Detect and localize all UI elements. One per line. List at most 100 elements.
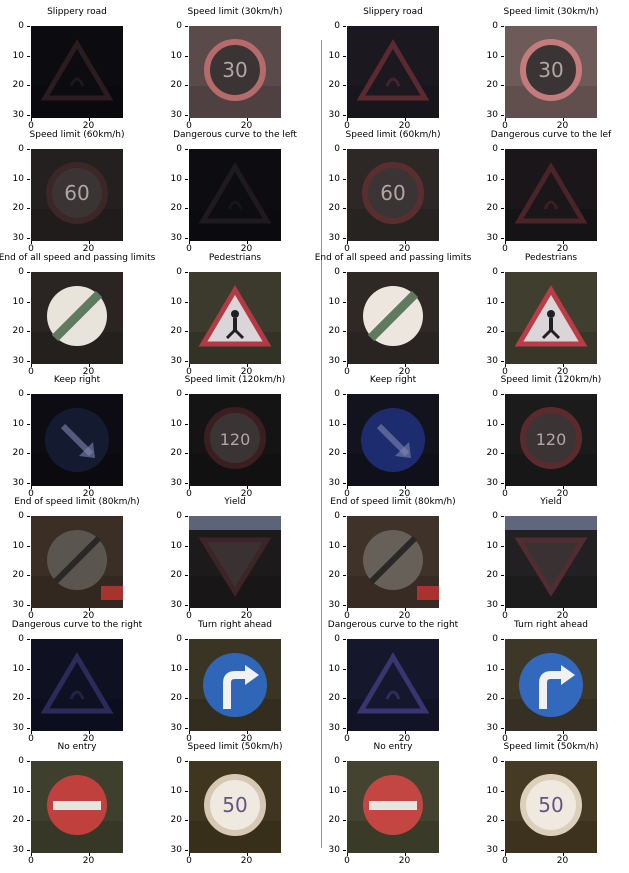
y-tick-label: 30 bbox=[170, 478, 182, 489]
sign-image bbox=[189, 272, 281, 364]
y-tick-mark bbox=[501, 272, 504, 273]
y-tick-label: 0 bbox=[18, 634, 24, 644]
y-tick-mark bbox=[185, 238, 188, 240]
panel-title: Keep right bbox=[53, 375, 101, 385]
x-tick-mark bbox=[505, 486, 506, 489]
y-tick-label: 10 bbox=[486, 785, 498, 796]
x-tick-mark bbox=[347, 486, 348, 489]
y-tick-mark bbox=[343, 208, 346, 210]
x-tick-label: 0 bbox=[28, 244, 34, 254]
y-tick-label: 30 bbox=[170, 845, 182, 856]
x-tick-label: 0 bbox=[344, 734, 350, 744]
y-tick-label: 0 bbox=[176, 389, 182, 399]
panel-title: Dangerous curve to the right bbox=[11, 620, 143, 630]
panel-title: Turn right ahead bbox=[198, 620, 272, 630]
y-tick-label: 30 bbox=[486, 845, 498, 856]
x-tick-mark bbox=[31, 118, 32, 121]
panel: Turn right ahead 0 10 20 30 0 20 bbox=[158, 619, 298, 744]
y-tick-label: 20 bbox=[12, 203, 24, 214]
sign-image: 50 bbox=[505, 761, 597, 853]
x-tick-label: 0 bbox=[502, 611, 508, 621]
y-tick-label: 10 bbox=[486, 173, 498, 184]
y-tick-label: 20 bbox=[12, 326, 24, 337]
y-tick-mark bbox=[343, 301, 346, 303]
x-tick-label: 0 bbox=[502, 244, 508, 254]
x-tick-label: 0 bbox=[28, 121, 34, 131]
panel-title: No entry bbox=[373, 742, 413, 752]
panel: Dangerous curve to the lef 0 10 20 30 0 20 bbox=[474, 129, 614, 254]
y-tick-label: 10 bbox=[328, 540, 340, 551]
y-tick-mark bbox=[343, 85, 346, 87]
panel: Keep right 0 10 20 30 0 20 bbox=[0, 374, 140, 499]
y-tick-mark bbox=[185, 483, 188, 485]
y-tick-mark bbox=[185, 178, 188, 180]
y-tick-mark bbox=[185, 55, 188, 57]
panel-title: Yield bbox=[540, 497, 562, 507]
y-tick-mark bbox=[27, 453, 30, 455]
y-tick-mark bbox=[185, 361, 188, 363]
y-tick-mark bbox=[501, 516, 504, 517]
y-tick-mark bbox=[343, 761, 346, 762]
sign-image bbox=[31, 761, 123, 853]
x-tick-label: 0 bbox=[502, 367, 508, 377]
x-tick-label: 20 bbox=[398, 611, 411, 621]
y-tick-mark bbox=[27, 55, 30, 57]
y-tick-label: 20 bbox=[486, 693, 498, 704]
y-tick-mark bbox=[185, 545, 188, 547]
y-tick-mark bbox=[27, 272, 30, 273]
y-tick-mark bbox=[343, 453, 346, 455]
y-tick-label: 10 bbox=[328, 173, 340, 184]
y-tick-label: 10 bbox=[170, 173, 182, 184]
y-tick-label: 20 bbox=[170, 326, 182, 337]
x-tick-label: 0 bbox=[502, 856, 508, 866]
y-tick-mark bbox=[27, 761, 30, 762]
x-tick-mark bbox=[562, 364, 564, 367]
panel: Dangerous curve to the left 0 10 20 30 0 20 bbox=[158, 129, 298, 254]
y-tick-mark bbox=[343, 483, 346, 485]
y-tick-label: 10 bbox=[12, 296, 24, 307]
y-tick-mark bbox=[343, 238, 346, 240]
x-tick-mark bbox=[505, 241, 506, 244]
y-tick-label: 30 bbox=[170, 356, 182, 367]
y-tick-label: 0 bbox=[334, 267, 340, 277]
x-tick-label: 20 bbox=[82, 856, 95, 866]
x-tick-label: 0 bbox=[186, 611, 192, 621]
y-tick-label: 0 bbox=[492, 634, 498, 644]
y-tick-label: 0 bbox=[334, 511, 340, 521]
panel-title: Keep right bbox=[369, 375, 417, 385]
y-tick-label: 20 bbox=[328, 570, 340, 581]
y-tick-label: 0 bbox=[18, 756, 24, 766]
y-tick-mark bbox=[185, 790, 188, 792]
y-tick-label: 30 bbox=[328, 356, 340, 367]
svg-text:50: 50 bbox=[538, 793, 563, 817]
y-tick-mark bbox=[343, 850, 346, 852]
y-tick-label: 30 bbox=[170, 233, 182, 244]
x-tick-mark bbox=[88, 731, 90, 734]
y-tick-mark bbox=[501, 178, 504, 180]
x-tick-mark bbox=[88, 853, 90, 856]
y-tick-mark bbox=[27, 208, 30, 210]
x-tick-mark bbox=[404, 486, 406, 489]
y-tick-label: 20 bbox=[12, 570, 24, 581]
y-tick-label: 30 bbox=[328, 845, 340, 856]
y-tick-label: 0 bbox=[18, 389, 24, 399]
panel-title: Dangerous curve to the right bbox=[327, 620, 459, 630]
y-tick-label: 10 bbox=[486, 50, 498, 61]
panel-title: Pedestrians bbox=[524, 253, 578, 263]
x-tick-mark bbox=[404, 853, 406, 856]
y-tick-label: 20 bbox=[328, 693, 340, 704]
y-tick-label: 0 bbox=[334, 389, 340, 399]
y-tick-mark bbox=[185, 85, 188, 87]
x-tick-mark bbox=[562, 853, 564, 856]
sign-image bbox=[347, 272, 439, 364]
x-tick-mark bbox=[562, 486, 564, 489]
svg-text:60: 60 bbox=[64, 181, 89, 205]
x-tick-mark bbox=[31, 241, 32, 244]
y-tick-label: 30 bbox=[328, 723, 340, 734]
x-tick-label: 0 bbox=[186, 367, 192, 377]
sign-image bbox=[505, 516, 597, 608]
panel: End of speed limit (80km/h) 0 10 20 30 0 20 bbox=[0, 496, 140, 621]
x-tick-mark bbox=[246, 118, 248, 121]
svg-text:120: 120 bbox=[220, 430, 251, 449]
